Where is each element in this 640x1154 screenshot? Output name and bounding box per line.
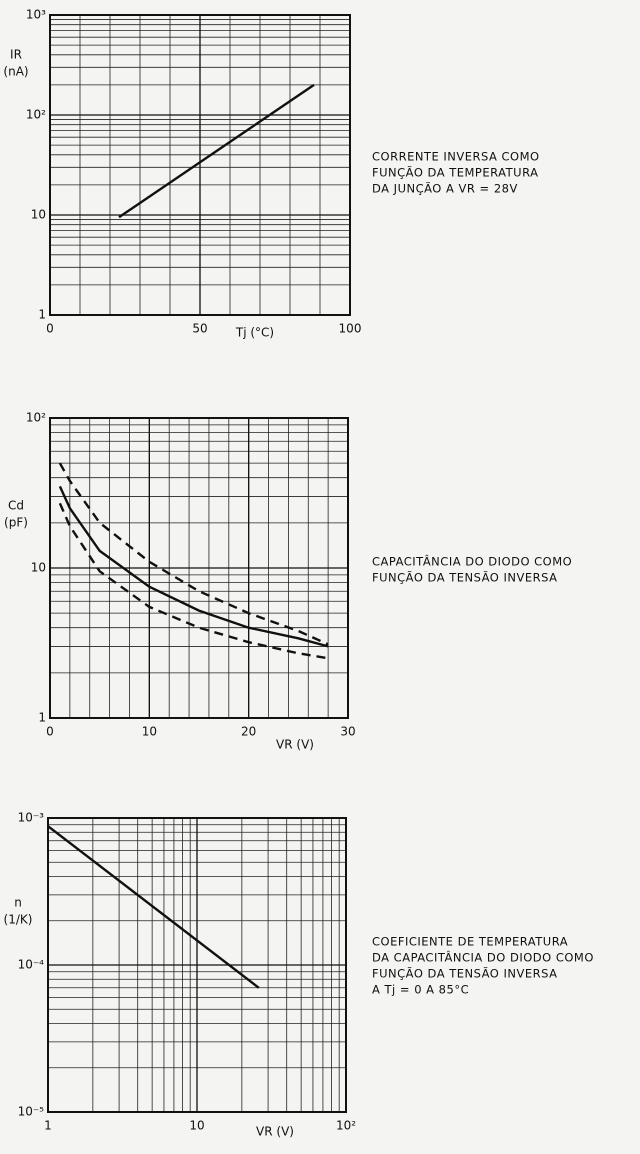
y-tick-label: 1: [38, 308, 46, 322]
x-axis-label: Tj (°C): [235, 326, 274, 340]
y-tick-label: 1: [38, 711, 46, 725]
x-tick-label: 0: [46, 725, 54, 739]
y-tick-label: 10: [31, 561, 46, 575]
x-tick-label: 100: [339, 322, 362, 336]
x-tick-label: 10²: [336, 1119, 356, 1133]
y-tick-label: 10²: [26, 411, 46, 425]
y-axis-label: (pF): [4, 516, 28, 530]
x-axis-label: VR (V): [256, 1125, 294, 1139]
data-line: [58, 462, 329, 646]
plot-frame: [47, 817, 347, 1113]
plot-frame: [49, 417, 349, 719]
y-tick-label: 10⁻⁵: [18, 1105, 45, 1119]
annotation: FUNÇÃO DA TENSÃO INVERSA: [372, 966, 558, 981]
x-tick-label: 50: [192, 322, 207, 336]
y-tick-label: 10: [31, 208, 46, 222]
y-axis-label: (1/K): [4, 913, 33, 927]
plot-frame: [49, 14, 351, 316]
x-tick-label: 20: [241, 725, 256, 739]
x-tick-label: 0: [46, 322, 54, 336]
annotation: CAPACITÂNCIA DO DIODO COMO: [372, 554, 572, 569]
y-axis-label: n: [14, 896, 22, 910]
y-axis-label: (nA): [3, 65, 28, 79]
x-axis-label: VR (V): [276, 738, 314, 752]
y-tick-label: 10⁻⁴: [18, 958, 45, 972]
y-tick-label: 10²: [26, 108, 46, 122]
x-tick-label: 30: [340, 725, 355, 739]
annotation: COEFICIENTE DE TEMPERATURA: [372, 935, 568, 949]
x-tick-label: 1: [44, 1119, 52, 1133]
annotation: FUNÇÃO DA TEMPERATURA: [372, 165, 538, 180]
y-axis-label: Cd: [8, 499, 24, 513]
data-line: [58, 485, 329, 648]
data-line: [47, 825, 260, 989]
x-tick-label: 10: [142, 725, 157, 739]
annotation: CORRENTE INVERSA COMO: [372, 150, 540, 164]
y-axis-label: IR: [10, 48, 22, 62]
y-tick-label: 10⁻³: [18, 811, 45, 825]
annotation: DA CAPACITÂNCIA DO DIODO COMO: [372, 950, 594, 965]
annotation: FUNÇÃO DA TENSÃO INVERSA: [372, 570, 558, 585]
annotation: A Tj = 0 A 85°C: [372, 983, 469, 997]
data-line: [118, 83, 315, 219]
annotation: DA JUNÇÃO A VR = 28V: [372, 181, 518, 196]
y-tick-label: 10³: [26, 8, 46, 22]
data-line: [58, 502, 329, 660]
x-tick-label: 10: [189, 1119, 204, 1133]
